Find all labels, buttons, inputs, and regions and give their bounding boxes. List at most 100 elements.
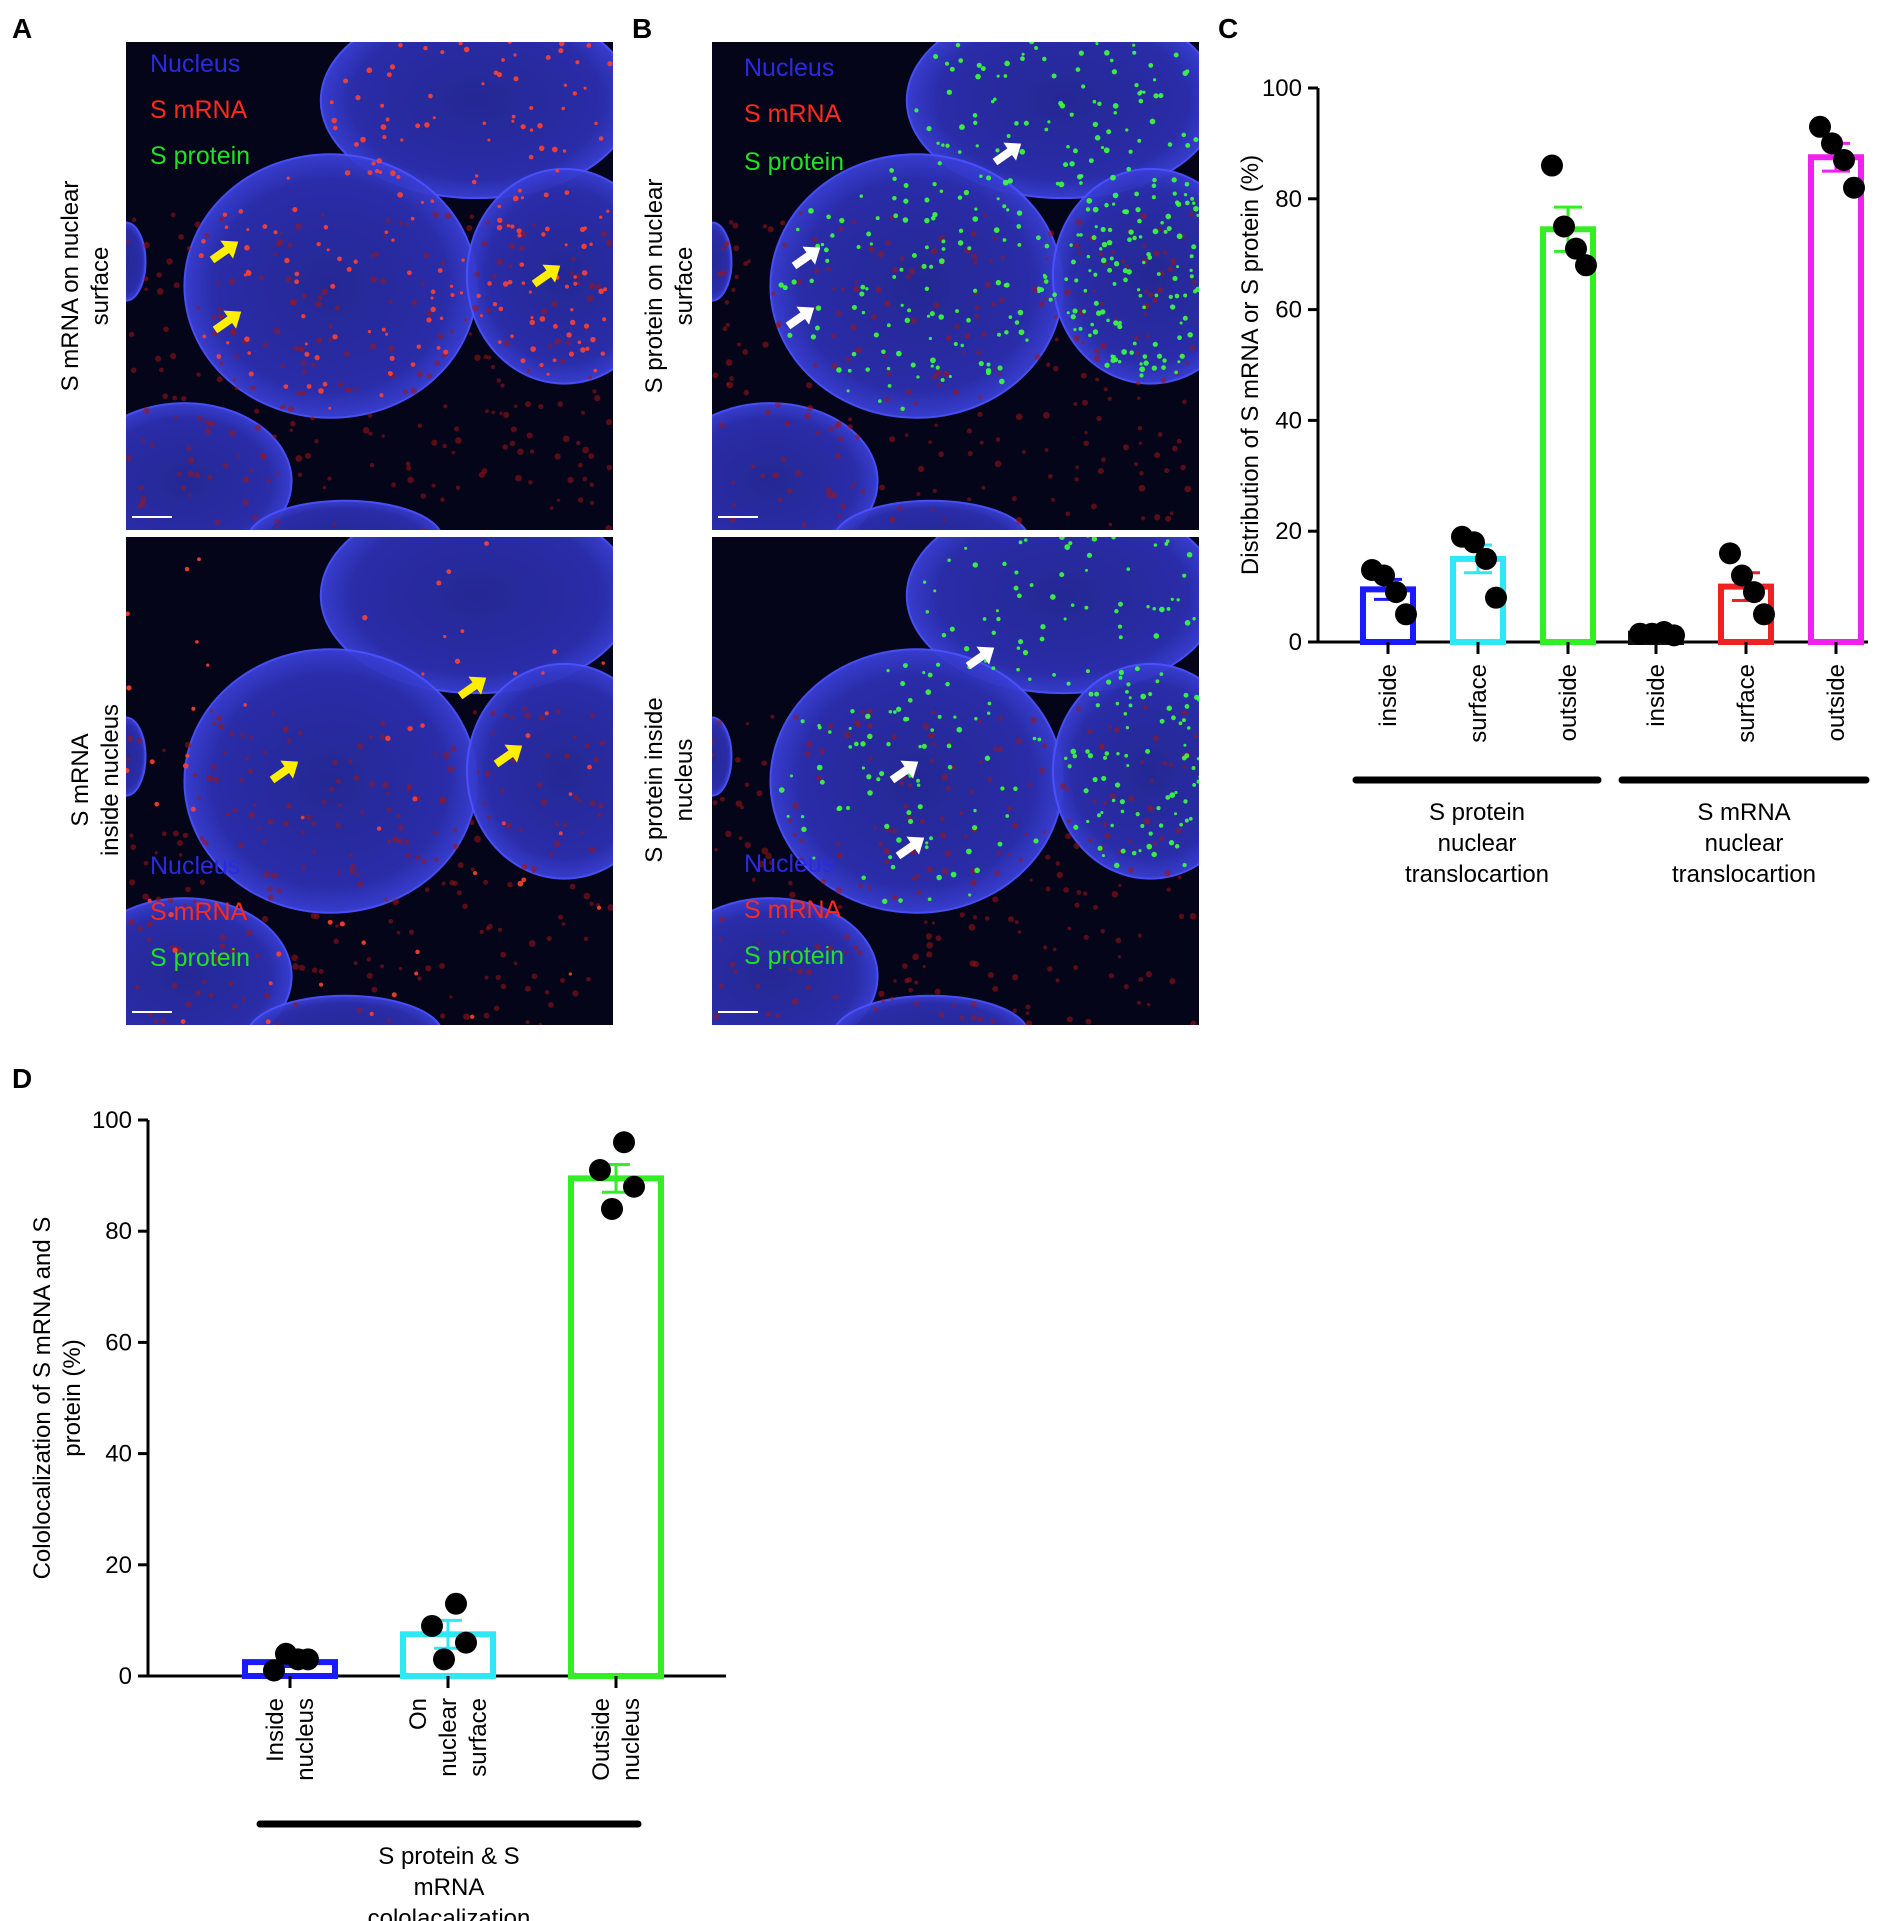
mrna-haze bbox=[206, 420, 212, 427]
mrna-haze bbox=[229, 731, 235, 737]
signal-dot bbox=[1160, 221, 1164, 225]
signal-dot bbox=[800, 719, 805, 724]
signal-dot bbox=[1115, 23, 1120, 28]
signal-dot bbox=[1142, 260, 1146, 265]
signal-dot bbox=[1142, 90, 1146, 94]
mrna-haze bbox=[510, 426, 517, 433]
signal-dot bbox=[537, 122, 543, 129]
signal-dot bbox=[292, 206, 298, 213]
mrna-haze bbox=[255, 953, 260, 959]
signal-dot bbox=[1068, 541, 1073, 546]
signal-dot bbox=[552, 649, 557, 654]
mrna-haze bbox=[1154, 514, 1161, 521]
y-axis-label: protein (%) bbox=[59, 1339, 86, 1456]
mrna-haze bbox=[891, 734, 897, 740]
mrna-haze bbox=[1088, 838, 1093, 843]
mrna-haze bbox=[871, 313, 877, 320]
signal-dot bbox=[935, 365, 940, 370]
signal-dot bbox=[1183, 799, 1188, 804]
signal-dot bbox=[938, 258, 945, 265]
mrna-haze bbox=[1162, 760, 1168, 766]
signal-dot bbox=[993, 97, 997, 102]
signal-dot bbox=[400, 138, 404, 142]
mrna-haze bbox=[977, 411, 983, 417]
signal-dot bbox=[974, 867, 980, 874]
signal-dot bbox=[1138, 235, 1143, 239]
signal-dot bbox=[1128, 703, 1133, 708]
mrna-haze bbox=[1164, 870, 1171, 877]
mrna-haze bbox=[883, 847, 891, 855]
signal-dot bbox=[1211, 793, 1215, 797]
signal-dot bbox=[599, 215, 603, 219]
signal-dot bbox=[1106, 318, 1110, 323]
mrna-haze bbox=[770, 714, 775, 719]
mrna-haze bbox=[541, 308, 548, 315]
mrna-haze bbox=[449, 995, 453, 999]
mrna-haze bbox=[972, 259, 978, 265]
mrna-haze bbox=[503, 713, 508, 718]
signal-dot bbox=[1126, 269, 1132, 275]
mrna-haze bbox=[933, 302, 940, 309]
mrna-haze bbox=[1193, 734, 1198, 739]
mrna-haze bbox=[970, 231, 977, 237]
signal-dot bbox=[482, 121, 487, 126]
mrna-haze bbox=[729, 376, 734, 381]
mrna-haze bbox=[931, 374, 938, 381]
signal-dot bbox=[1182, 315, 1188, 321]
signal-dot bbox=[1064, 277, 1069, 282]
signal-dot bbox=[147, 898, 152, 903]
signal-dot bbox=[346, 266, 352, 272]
mrna-haze bbox=[720, 269, 727, 277]
signal-dot bbox=[1139, 362, 1143, 366]
signal-dot bbox=[583, 86, 587, 90]
signal-dot bbox=[1165, 795, 1171, 800]
signal-dot bbox=[1112, 281, 1117, 286]
signal-dot bbox=[490, 36, 494, 40]
signal-dot bbox=[585, 346, 590, 351]
mrna-haze bbox=[1121, 259, 1126, 264]
mrna-haze bbox=[1015, 737, 1022, 745]
mrna-haze bbox=[173, 282, 180, 289]
signal-dot bbox=[1083, 788, 1089, 794]
mrna-haze bbox=[136, 504, 141, 509]
mrna-haze bbox=[484, 975, 489, 980]
signal-dot bbox=[1226, 779, 1231, 784]
signal-dot bbox=[949, 66, 955, 72]
signal-dot bbox=[936, 874, 942, 881]
mrna-haze bbox=[440, 260, 446, 265]
mrna-haze bbox=[840, 503, 846, 509]
signal-dot bbox=[933, 589, 937, 593]
signal-dot bbox=[1156, 353, 1163, 359]
signal-dot bbox=[1018, 540, 1023, 545]
mrna-haze bbox=[367, 413, 373, 418]
signal-dot bbox=[1034, 46, 1039, 50]
mrna-haze bbox=[576, 440, 581, 446]
mrna-haze bbox=[770, 291, 776, 297]
signal-dot bbox=[564, 284, 569, 289]
signal-dot bbox=[473, 26, 476, 29]
mrna-haze bbox=[832, 286, 836, 291]
signal-dot bbox=[570, 319, 576, 326]
mrna-haze bbox=[536, 782, 543, 788]
signal-dot bbox=[1198, 290, 1199, 293]
signal-dot bbox=[814, 325, 820, 331]
mrna-haze bbox=[1164, 468, 1170, 474]
mrna-haze bbox=[548, 1002, 554, 1008]
mrna-haze bbox=[350, 863, 356, 870]
signal-dot bbox=[529, 105, 534, 110]
signal-dot bbox=[1070, 314, 1076, 320]
mrna-haze bbox=[1175, 827, 1182, 834]
mrna-haze bbox=[463, 1013, 470, 1021]
mrna-haze bbox=[509, 440, 516, 447]
mrna-haze bbox=[742, 348, 749, 355]
signal-dot bbox=[990, 99, 995, 104]
mrna-haze bbox=[178, 853, 183, 857]
signal-dot bbox=[830, 233, 835, 238]
signal-dot bbox=[941, 143, 945, 147]
signal-dot bbox=[1085, 568, 1089, 572]
signal-dot bbox=[1069, 161, 1075, 167]
mrna-haze bbox=[1042, 411, 1050, 419]
signal-dot bbox=[1094, 225, 1098, 229]
signal-dot bbox=[1025, 15, 1028, 18]
signal-dot bbox=[572, 91, 578, 96]
